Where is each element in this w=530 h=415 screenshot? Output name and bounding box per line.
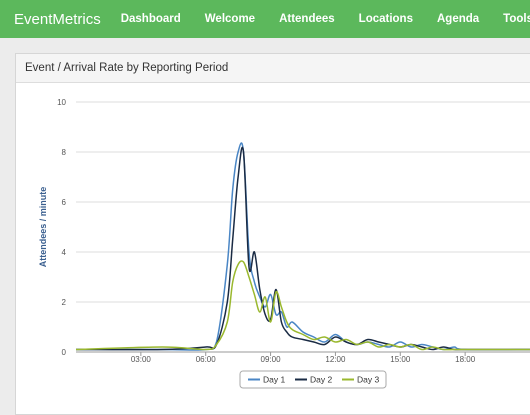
nav-attendees[interactable]: Attendees [279, 13, 335, 25]
nav-tools[interactable]: Tools [503, 13, 530, 25]
brand-logo[interactable]: EventMetrics [14, 10, 101, 28]
y-tick-label: 8 [62, 148, 67, 157]
nav-agenda[interactable]: Agenda [436, 13, 480, 25]
x-tick-label: 06:00 [196, 355, 217, 364]
y-tick-label: 6 [62, 198, 67, 207]
y-axis-label: Attendees / minute [38, 187, 48, 268]
x-tick-label: 15:00 [390, 355, 411, 364]
chart-panel: Event / Arrival Rate by Reporting Period [15, 53, 530, 415]
nav-welcome[interactable]: Welcome [204, 13, 256, 25]
x-tick-label: 03:00 [131, 355, 152, 364]
x-tick-label: 12:00 [325, 355, 346, 364]
legend-label-day-1: Day 1 [263, 375, 285, 385]
legend-box [239, 370, 387, 389]
top-navbar: EventMetrics Dashboard Welcome Attendees… [0, 0, 530, 38]
x-tick-label: 09:00 [261, 355, 282, 364]
arrival-rate-chart: 0 2 4 6 8 10 03:00 06:00 09:00 12:00 15:00 18:00 Att… [38, 98, 530, 389]
nav-dashboard[interactable]: Dashboard [120, 13, 181, 25]
legend-label-day-3: Day 3 [357, 375, 379, 385]
series-line-day-1 [76, 142, 530, 351]
y-tick-label: 10 [57, 98, 66, 107]
nav-locations[interactable]: Locations [358, 13, 413, 25]
series-line-day-2 [75, 146, 530, 351]
y-tick-label: 2 [62, 298, 67, 307]
y-tick-label: 4 [62, 248, 67, 257]
legend-label-day-2: Day 2 [310, 375, 332, 385]
x-tick-label: 18:00 [455, 355, 476, 364]
y-tick-label: 0 [62, 348, 67, 357]
panel-title: Event / Arrival Rate by Reporting Period [16, 54, 530, 83]
series-line-day-3 [75, 260, 530, 351]
